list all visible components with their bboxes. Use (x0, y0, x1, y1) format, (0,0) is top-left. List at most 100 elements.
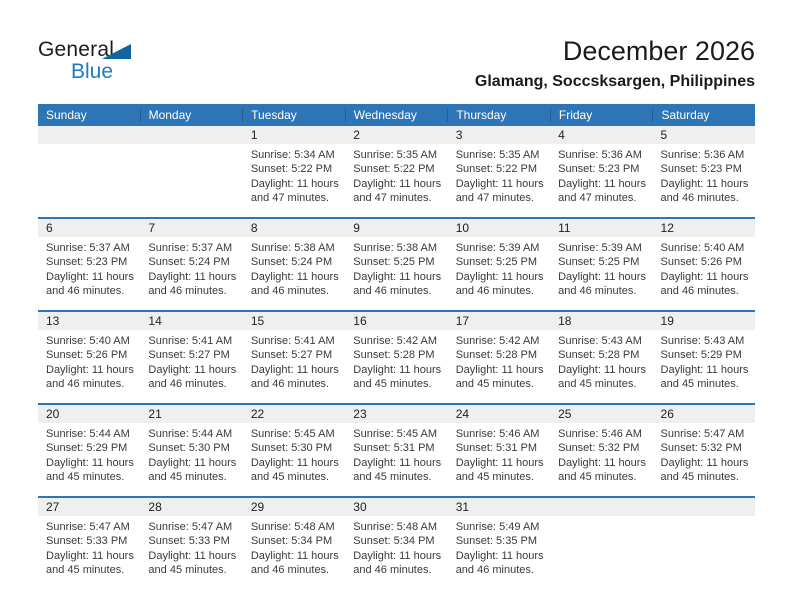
sunrise-text: Sunrise: 5:43 AM (660, 335, 745, 347)
day-cell-30: 30 Sunrise: 5:48 AM Sunset: 5:34 PM Dayligh… (345, 498, 448, 589)
day-info (550, 516, 652, 520)
day-cell-5: 5 Sunrise: 5:36 AM Sunset: 5:23 PM Daylight… (652, 126, 755, 217)
day-number: 23 (345, 405, 448, 423)
daylight-text-line2: and 46 minutes. (353, 564, 432, 577)
day-cell-31: 31 Sunrise: 5:49 AM Sunset: 5:35 PM Dayligh… (447, 498, 551, 589)
sunset-text: Sunset: 5:32 PM (660, 442, 742, 455)
day-cell-13: 13 Sunrise: 5:40 AM Sunset: 5:26 PM Dayligh… (38, 312, 141, 403)
week-row-1: 1 Sunrise: 5:34 AM Sunset: 5:22 PM Daylight… (38, 126, 755, 217)
sunset-text: Sunset: 5:29 PM (46, 442, 128, 455)
general-blue-logo: General Blue (38, 38, 178, 86)
day-info: Sunrise: 5:35 AM Sunset: 5:22 PM Daylight:… (448, 144, 550, 206)
daylight-text-line2: and 46 minutes. (353, 285, 432, 298)
weekday-header-thursday: Thursday (447, 108, 550, 122)
day-info: Sunrise: 5:44 AM Sunset: 5:29 PM Daylight:… (38, 423, 140, 485)
day-cell-19: 19 Sunrise: 5:43 AM Sunset: 5:29 PM Dayligh… (652, 312, 755, 403)
daylight-text-line1: Daylight: 11 hours (558, 363, 646, 376)
day-number: 15 (242, 312, 346, 330)
sunset-text: Sunset: 5:31 PM (353, 442, 435, 455)
logo-text-blue: Blue (71, 60, 114, 83)
sunset-text: Sunset: 5:31 PM (455, 442, 538, 455)
weekday-header-wednesday: Wednesday (344, 108, 448, 122)
daylight-text-line1: Daylight: 11 hours (660, 177, 749, 190)
sunrise-text: Sunrise: 5:41 AM (250, 335, 335, 347)
daylight-text-line2: and 47 minutes. (558, 192, 637, 205)
day-info: Sunrise: 5:42 AM Sunset: 5:28 PM Daylight:… (448, 330, 550, 392)
daylight-text-line1: Daylight: 11 hours (558, 177, 646, 190)
sunrise-text: Sunrise: 5:49 AM (455, 521, 540, 533)
day-cell-18: 18 Sunrise: 5:43 AM Sunset: 5:28 PM Dayligh… (550, 312, 653, 403)
sunrise-text: Sunrise: 5:40 AM (46, 335, 130, 347)
day-number: 8 (242, 219, 346, 237)
day-info: Sunrise: 5:43 AM Sunset: 5:28 PM Daylight:… (550, 330, 652, 392)
day-cell-empty (652, 498, 755, 589)
sunrise-text: Sunrise: 5:37 AM (148, 242, 233, 254)
day-cell-9: 9 Sunrise: 5:38 AM Sunset: 5:25 PM Daylight… (345, 219, 448, 310)
day-number: 10 (447, 219, 551, 237)
sunrise-text: Sunrise: 5:35 AM (455, 149, 540, 161)
day-number: 16 (345, 312, 448, 330)
day-info: Sunrise: 5:44 AM Sunset: 5:30 PM Daylight:… (140, 423, 242, 485)
day-info: Sunrise: 5:40 AM Sunset: 5:26 PM Daylight:… (38, 330, 140, 392)
sunset-text: Sunset: 5:28 PM (353, 349, 435, 362)
day-info: Sunrise: 5:48 AM Sunset: 5:34 PM Daylight:… (345, 516, 447, 578)
daylight-text-line1: Daylight: 11 hours (46, 270, 134, 283)
week-row-2: 6 Sunrise: 5:37 AM Sunset: 5:23 PM Daylight… (38, 217, 755, 310)
day-cell-25: 25 Sunrise: 5:46 AM Sunset: 5:32 PM Dayligh… (550, 405, 653, 496)
daylight-text-line1: Daylight: 11 hours (455, 363, 544, 376)
sunrise-text: Sunrise: 5:39 AM (558, 242, 642, 254)
sunrise-text: Sunrise: 5:45 AM (250, 428, 335, 440)
sunset-text: Sunset: 5:25 PM (353, 256, 435, 269)
daylight-text-line2: and 46 minutes. (558, 285, 637, 298)
day-info: Sunrise: 5:38 AM Sunset: 5:25 PM Daylight:… (345, 237, 447, 299)
sunrise-text: Sunrise: 5:38 AM (353, 242, 438, 254)
day-info: Sunrise: 5:37 AM Sunset: 5:23 PM Daylight:… (38, 237, 140, 299)
daylight-text-line1: Daylight: 11 hours (250, 549, 339, 562)
sunset-text: Sunset: 5:33 PM (148, 535, 230, 548)
daylight-text-line2: and 45 minutes. (353, 378, 432, 391)
sunset-text: Sunset: 5:34 PM (250, 535, 333, 548)
sunrise-text: Sunrise: 5:42 AM (353, 335, 438, 347)
day-number: 17 (447, 312, 551, 330)
day-number: 18 (550, 312, 653, 330)
day-cell-11: 11 Sunrise: 5:39 AM Sunset: 5:25 PM Dayligh… (550, 219, 653, 310)
daylight-text-line2: and 45 minutes. (46, 564, 125, 577)
day-info: Sunrise: 5:39 AM Sunset: 5:25 PM Daylight:… (448, 237, 550, 299)
daylight-text-line1: Daylight: 11 hours (353, 270, 442, 283)
daylight-text-line2: and 46 minutes. (455, 285, 534, 298)
day-number: 6 (38, 219, 141, 237)
sunrise-text: Sunrise: 5:46 AM (455, 428, 540, 440)
day-info (140, 144, 242, 148)
day-number: 21 (140, 405, 243, 423)
week-row-3: 13 Sunrise: 5:40 AM Sunset: 5:26 PM Dayligh… (38, 310, 755, 403)
day-number: 14 (140, 312, 243, 330)
day-number (652, 498, 755, 516)
sunset-text: Sunset: 5:23 PM (558, 163, 640, 176)
sunrise-text: Sunrise: 5:43 AM (558, 335, 642, 347)
day-cell-empty (140, 126, 243, 217)
day-number: 11 (550, 219, 653, 237)
day-info: Sunrise: 5:47 AM Sunset: 5:32 PM Daylight:… (653, 423, 755, 485)
day-cell-24: 24 Sunrise: 5:46 AM Sunset: 5:31 PM Dayligh… (447, 405, 551, 496)
daylight-text-line1: Daylight: 11 hours (455, 456, 544, 469)
daylight-text-line2: and 46 minutes. (46, 378, 125, 391)
sunset-text: Sunset: 5:32 PM (558, 442, 640, 455)
daylight-text-line1: Daylight: 11 hours (46, 549, 134, 562)
daylight-text-line1: Daylight: 11 hours (148, 549, 237, 562)
daylight-text-line1: Daylight: 11 hours (660, 456, 749, 469)
day-cell-8: 8 Sunrise: 5:38 AM Sunset: 5:24 PM Daylight… (242, 219, 346, 310)
daylight-text-line2: and 46 minutes. (250, 285, 330, 298)
sunset-text: Sunset: 5:23 PM (660, 163, 742, 176)
daylight-text-line2: and 45 minutes. (353, 471, 432, 484)
daylight-text-line1: Daylight: 11 hours (46, 456, 134, 469)
day-info: Sunrise: 5:36 AM Sunset: 5:23 PM Daylight:… (550, 144, 652, 206)
weekday-header-saturday: Saturday (652, 108, 755, 122)
daylight-text-line1: Daylight: 11 hours (660, 270, 749, 283)
day-cell-1: 1 Sunrise: 5:34 AM Sunset: 5:22 PM Daylight… (242, 126, 346, 217)
day-info: Sunrise: 5:47 AM Sunset: 5:33 PM Daylight:… (38, 516, 140, 578)
day-info: Sunrise: 5:47 AM Sunset: 5:33 PM Daylight:… (140, 516, 242, 578)
daylight-text-line1: Daylight: 11 hours (455, 549, 544, 562)
day-cell-27: 27 Sunrise: 5:47 AM Sunset: 5:33 PM Dayligh… (38, 498, 141, 589)
sunset-text: Sunset: 5:30 PM (148, 442, 230, 455)
day-number (140, 126, 243, 144)
